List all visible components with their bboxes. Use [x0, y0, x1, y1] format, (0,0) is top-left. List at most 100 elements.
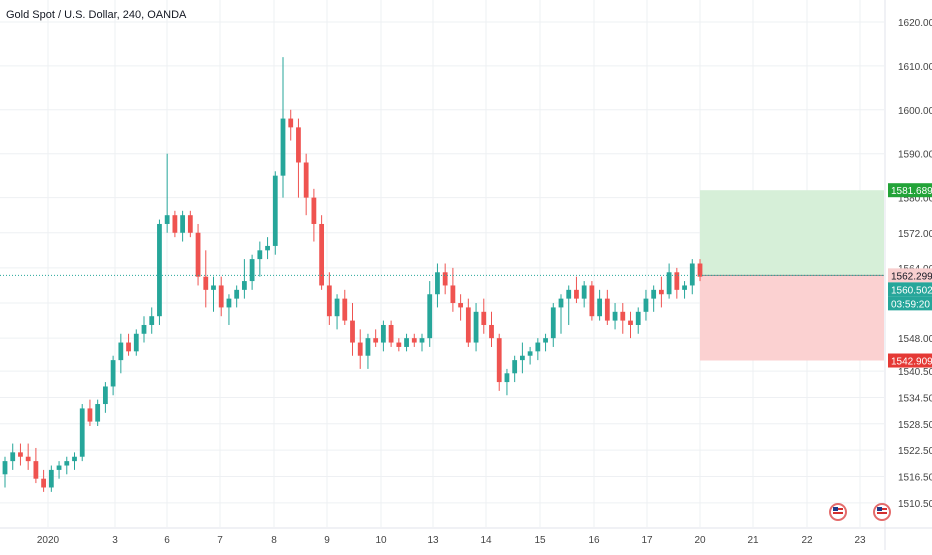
candle-body [2, 461, 8, 475]
candle-body [404, 338, 409, 347]
x-tick-label: 3 [112, 535, 118, 546]
x-tick-label: 8 [271, 535, 277, 546]
candle-body [504, 373, 510, 383]
candle-body [388, 324, 394, 343]
candle-body [180, 215, 186, 233]
candle-body [303, 162, 309, 198]
position-zones[interactable] [700, 190, 884, 361]
candle-body [411, 338, 417, 343]
candle-body [95, 404, 101, 422]
y-tick-label: 1528.500 [898, 420, 932, 431]
candle-body [234, 289, 240, 299]
candle-body [535, 342, 541, 352]
x-tick-label: 7 [217, 535, 223, 546]
y-tick-label: 1572.000 [898, 229, 932, 240]
x-tick-label: 17 [641, 535, 653, 546]
us-flag-event-icon[interactable] [829, 503, 847, 521]
x-tick-label: 10 [375, 535, 387, 546]
candle-body [342, 298, 348, 321]
candle-body [635, 311, 641, 325]
candle-body [334, 298, 340, 317]
x-tick-label: 6 [164, 535, 170, 546]
last-price-badge-bg [888, 268, 932, 283]
candle-body [674, 272, 680, 290]
price-axis[interactable]: 1510.500 1516.500 1522.500 1528.500 1534.500… [884, 0, 932, 550]
take-profit-badge-bg [888, 183, 932, 198]
candle-body [33, 461, 39, 479]
stop-loss-badge-bg [888, 353, 932, 368]
candle-body [187, 215, 193, 233]
y-tick-label: 1580.000 [898, 194, 932, 205]
y-tick-label: 1522.500 [898, 446, 932, 457]
stop-loss-badge: 1542.909 [891, 357, 932, 368]
candle-body [149, 316, 155, 325]
candle-body [249, 259, 255, 282]
candle-body [519, 355, 525, 361]
x-tick-label: 13 [427, 535, 439, 546]
bid-price-badge-bg [888, 282, 932, 297]
candle-body [597, 298, 603, 317]
event-icon-stripe [877, 512, 887, 514]
y-tick-label: 1590.000 [898, 150, 932, 161]
candle-body [512, 360, 518, 374]
x-tick-label: 2020 [37, 535, 60, 546]
candle-body [604, 298, 610, 321]
candle-body [496, 338, 502, 383]
candle-body [566, 289, 572, 299]
candle-body [489, 324, 494, 339]
candle-body [380, 324, 386, 343]
candle-body [481, 311, 487, 325]
candle-body [272, 175, 278, 246]
candle-body [458, 303, 464, 308]
time-axis[interactable]: 2020 3 6 7 8 9 10 13 14 15 16 17 20 21 22 23 [0, 527, 932, 546]
candle-body [133, 333, 139, 352]
candle-body [48, 469, 54, 488]
event-icon-canton [833, 507, 838, 511]
candle-body [450, 285, 456, 304]
candle-body [628, 320, 633, 325]
x-tick-label: 15 [534, 535, 546, 546]
candle-body [373, 338, 379, 343]
candle-body [658, 289, 664, 295]
candle-body [643, 298, 649, 312]
x-tick-label: 22 [801, 535, 813, 546]
candle-body [465, 307, 471, 343]
candle-body [172, 215, 178, 233]
candle-body [396, 342, 402, 347]
price-badges: 1581.689 1562.299 1560.502 03:59:20 1542.909 [888, 183, 932, 368]
candle-body [226, 298, 232, 308]
y-tick-label: 1510.500 [898, 499, 932, 510]
x-tick-label: 14 [480, 535, 492, 546]
symbol-legend[interactable]: Gold Spot / U.S. Dollar, 240, OANDA [6, 9, 187, 21]
candle-body [257, 250, 263, 260]
candle-body [435, 272, 440, 295]
candle-body [326, 285, 332, 317]
candle-body [543, 338, 548, 343]
candle-body [419, 338, 425, 343]
y-tick-label: 1600.000 [898, 106, 932, 117]
take-profit-zone [700, 190, 884, 276]
y-tick-label: 1610.000 [898, 62, 932, 73]
candle-body [550, 307, 556, 339]
candle-body [56, 465, 62, 470]
y-tick-label: 1534.500 [898, 393, 932, 404]
candle-body [365, 338, 371, 356]
x-tick-label: 21 [747, 535, 759, 546]
event-icon-stripe [833, 512, 843, 514]
candle-body [79, 408, 85, 457]
x-tick-label: 9 [324, 535, 330, 546]
us-flag-event-icon[interactable] [873, 503, 891, 521]
event-icons[interactable] [829, 503, 891, 521]
candle-body [581, 285, 587, 299]
candle-body [689, 263, 695, 286]
candle-body [87, 408, 93, 422]
x-tick-label: 23 [854, 535, 866, 546]
candle-body [697, 263, 703, 277]
candle-body [473, 311, 479, 343]
candles [2, 57, 703, 492]
candle-body [666, 272, 672, 295]
y-tick-label: 1548.000 [898, 334, 932, 345]
countdown-badge: 03:59:20 [891, 299, 930, 310]
